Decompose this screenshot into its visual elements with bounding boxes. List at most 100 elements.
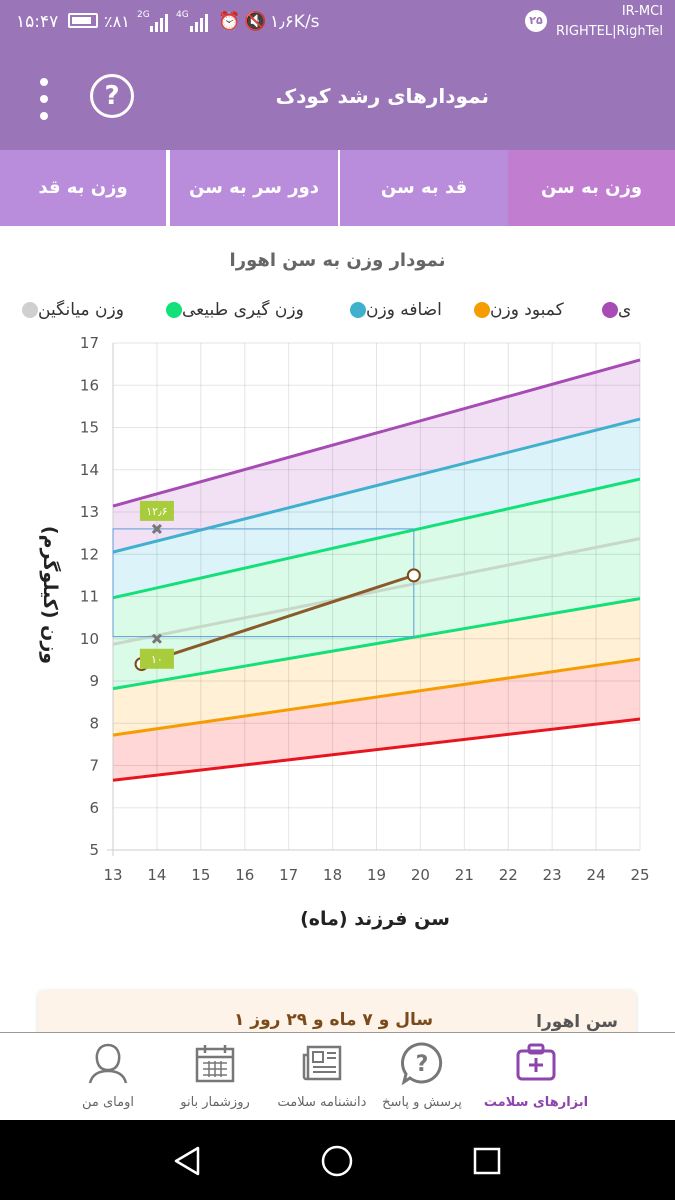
recents-icon[interactable]	[472, 1146, 502, 1176]
reference-line-overweight	[112, 417, 641, 554]
x-tick-label: 14	[147, 866, 166, 884]
marker-label-bg	[139, 500, 174, 521]
selection-box	[112, 528, 415, 638]
band-severe-underweight	[113, 659, 640, 781]
y-tick-label: 16	[80, 376, 99, 394]
reference-line-obese	[112, 358, 641, 508]
reference-line-underweight	[112, 657, 641, 737]
tab-height-age[interactable]: قد به سن	[338, 150, 508, 226]
y-tick-label: 13	[80, 503, 99, 521]
signal-icon	[190, 12, 212, 32]
chart-title: نمودار وزن به سن اهورا	[229, 250, 446, 271]
battery-icon	[68, 13, 98, 28]
band-normal-high	[113, 419, 640, 598]
legend-item-obese[interactable]: ی	[596, 300, 631, 330]
user-avatar-icon	[88, 1043, 128, 1084]
x-tick-label: 22	[499, 866, 518, 884]
age-label: سن اهورا	[536, 1012, 618, 1032]
band-underweight	[113, 598, 640, 736]
nav-encyclopedia[interactable]: دانشنامه سلامت	[262, 1033, 382, 1121]
more-vertical-icon[interactable]	[36, 76, 52, 122]
status-time: ۱۵:۴۷	[16, 12, 59, 32]
signal-icon	[150, 12, 172, 32]
nav-health-tools[interactable]: ابزارهای سلامت	[476, 1033, 596, 1121]
y-tick-label: 10	[80, 630, 99, 648]
legend-item-normal[interactable]: وزن گیری طبیعی	[160, 300, 304, 330]
calendar-icon	[195, 1045, 235, 1083]
y-tick-label: 11	[80, 588, 99, 606]
band-overweight	[113, 359, 640, 553]
y-tick-label: 6	[89, 799, 99, 817]
back-icon[interactable]	[170, 1144, 204, 1178]
bottom-navigation: ابزارهای سلامت ? پرسش و پاسخ دانشنامه سل…	[0, 1032, 675, 1121]
x-tick-label: 17	[279, 866, 298, 884]
marker-label-bg	[139, 648, 174, 669]
weight-age-chart[interactable]: ۱۲٫۶ ۱۰ 5 6 7 8 9 10 11 12 13 14 15 16 17 13 14 15 16 17 18…	[0, 330, 675, 950]
x-axis-label: سن فرزند (ماه)	[300, 908, 450, 930]
reference-line-severe-underweight	[112, 717, 641, 782]
network-type-b: 4G	[176, 10, 189, 20]
y-tick-label: 8	[89, 714, 99, 732]
x-tick-label: 13	[103, 866, 122, 884]
nav-lady-calendar[interactable]: روزشمار بانو	[155, 1033, 275, 1121]
legend-dot-icon	[22, 302, 38, 318]
tab-weight-height[interactable]: وزن به قد	[0, 150, 168, 226]
legend-dot-icon	[474, 302, 490, 318]
y-axis-label: وزن (کیلوگرم)	[39, 526, 62, 664]
medical-kit-icon	[516, 1043, 556, 1081]
mute-icon: 🔇	[244, 11, 267, 32]
y-tick-label: 9	[89, 672, 99, 690]
legend-item-overweight[interactable]: اضافه وزن	[344, 300, 442, 330]
x-tick-label: 19	[367, 866, 386, 884]
reference-line-normal-low	[112, 597, 641, 691]
nav-questions[interactable]: ? پرسش و پاسخ	[362, 1033, 482, 1121]
chart-tabs: وزن به سن قد به سن دور سر به سن وزن به ق…	[0, 150, 675, 226]
y-tick-label: 12	[80, 545, 99, 563]
child-weight-point[interactable]	[406, 568, 421, 583]
svg-text:?: ?	[416, 1052, 429, 1077]
x-tick-label: 25	[630, 866, 649, 884]
home-icon[interactable]	[320, 1144, 354, 1178]
legend-dot-icon	[602, 302, 618, 318]
y-tick-label: 15	[80, 419, 99, 437]
legend-item-underweight[interactable]: کمبود وزن	[468, 300, 564, 330]
tab-head-age[interactable]: دور سر به سن	[168, 150, 338, 226]
y-tick-label: 5	[89, 841, 99, 859]
page-title: نمودارهای رشد کودک	[275, 84, 489, 108]
help-icon[interactable]: ?	[90, 74, 134, 118]
marker-label: ۱۲٫۶	[146, 505, 167, 518]
x-tick-label: 24	[587, 866, 606, 884]
question-bubble-icon: ?	[401, 1042, 443, 1085]
marker-cross[interactable]	[151, 633, 162, 644]
marker-cross[interactable]	[151, 523, 162, 534]
y-tick-label: 7	[89, 757, 99, 775]
legend-item-median[interactable]: وزن میانگین	[16, 300, 124, 330]
x-tick-label: 20	[411, 866, 430, 884]
y-tick-label: 14	[80, 461, 99, 479]
status-bar: ۱۵:۴۷ ٪۸۱ 2G 4G ⏰ 🔇 ۱٫۶K/s ۲۵ IR-MCI RIG…	[0, 0, 675, 46]
notification-badge: ۲۵	[525, 10, 547, 32]
marker-label: ۱۰	[151, 653, 163, 666]
age-value: ۱ سال و ۷ ماه و ۲۹ روز	[234, 1010, 434, 1030]
battery-percent: ٪۸۱	[104, 12, 130, 31]
newspaper-icon	[302, 1045, 342, 1081]
operator-name-1: IR-MCI	[621, 4, 663, 19]
legend-dot-icon	[350, 302, 366, 318]
app-bar: ? نمودارهای رشد کودک	[0, 46, 675, 150]
network-speed: ۱٫۶K/s	[270, 12, 320, 32]
reference-line-median	[112, 537, 641, 646]
child-weight-line	[141, 573, 415, 666]
chart-legend: وزن میانگین وزن گیری طبیعی اضافه وزن کمب…	[0, 300, 675, 330]
y-tick-label: 17	[80, 334, 99, 352]
x-tick-label: 16	[235, 866, 254, 884]
x-tick-label: 18	[323, 866, 342, 884]
x-tick-label: 15	[191, 866, 210, 884]
network-type-a: 2G	[137, 10, 150, 20]
nav-my-profile[interactable]: اومای من	[48, 1033, 168, 1121]
operator-name-2: RIGHTEL|RighTel	[556, 24, 663, 39]
tab-weight-age[interactable]: وزن به سن	[508, 150, 675, 226]
alarm-icon: ⏰	[218, 11, 241, 32]
x-tick-label: 21	[455, 866, 474, 884]
legend-dot-icon	[166, 302, 182, 318]
reference-line-normal-high	[112, 477, 641, 600]
